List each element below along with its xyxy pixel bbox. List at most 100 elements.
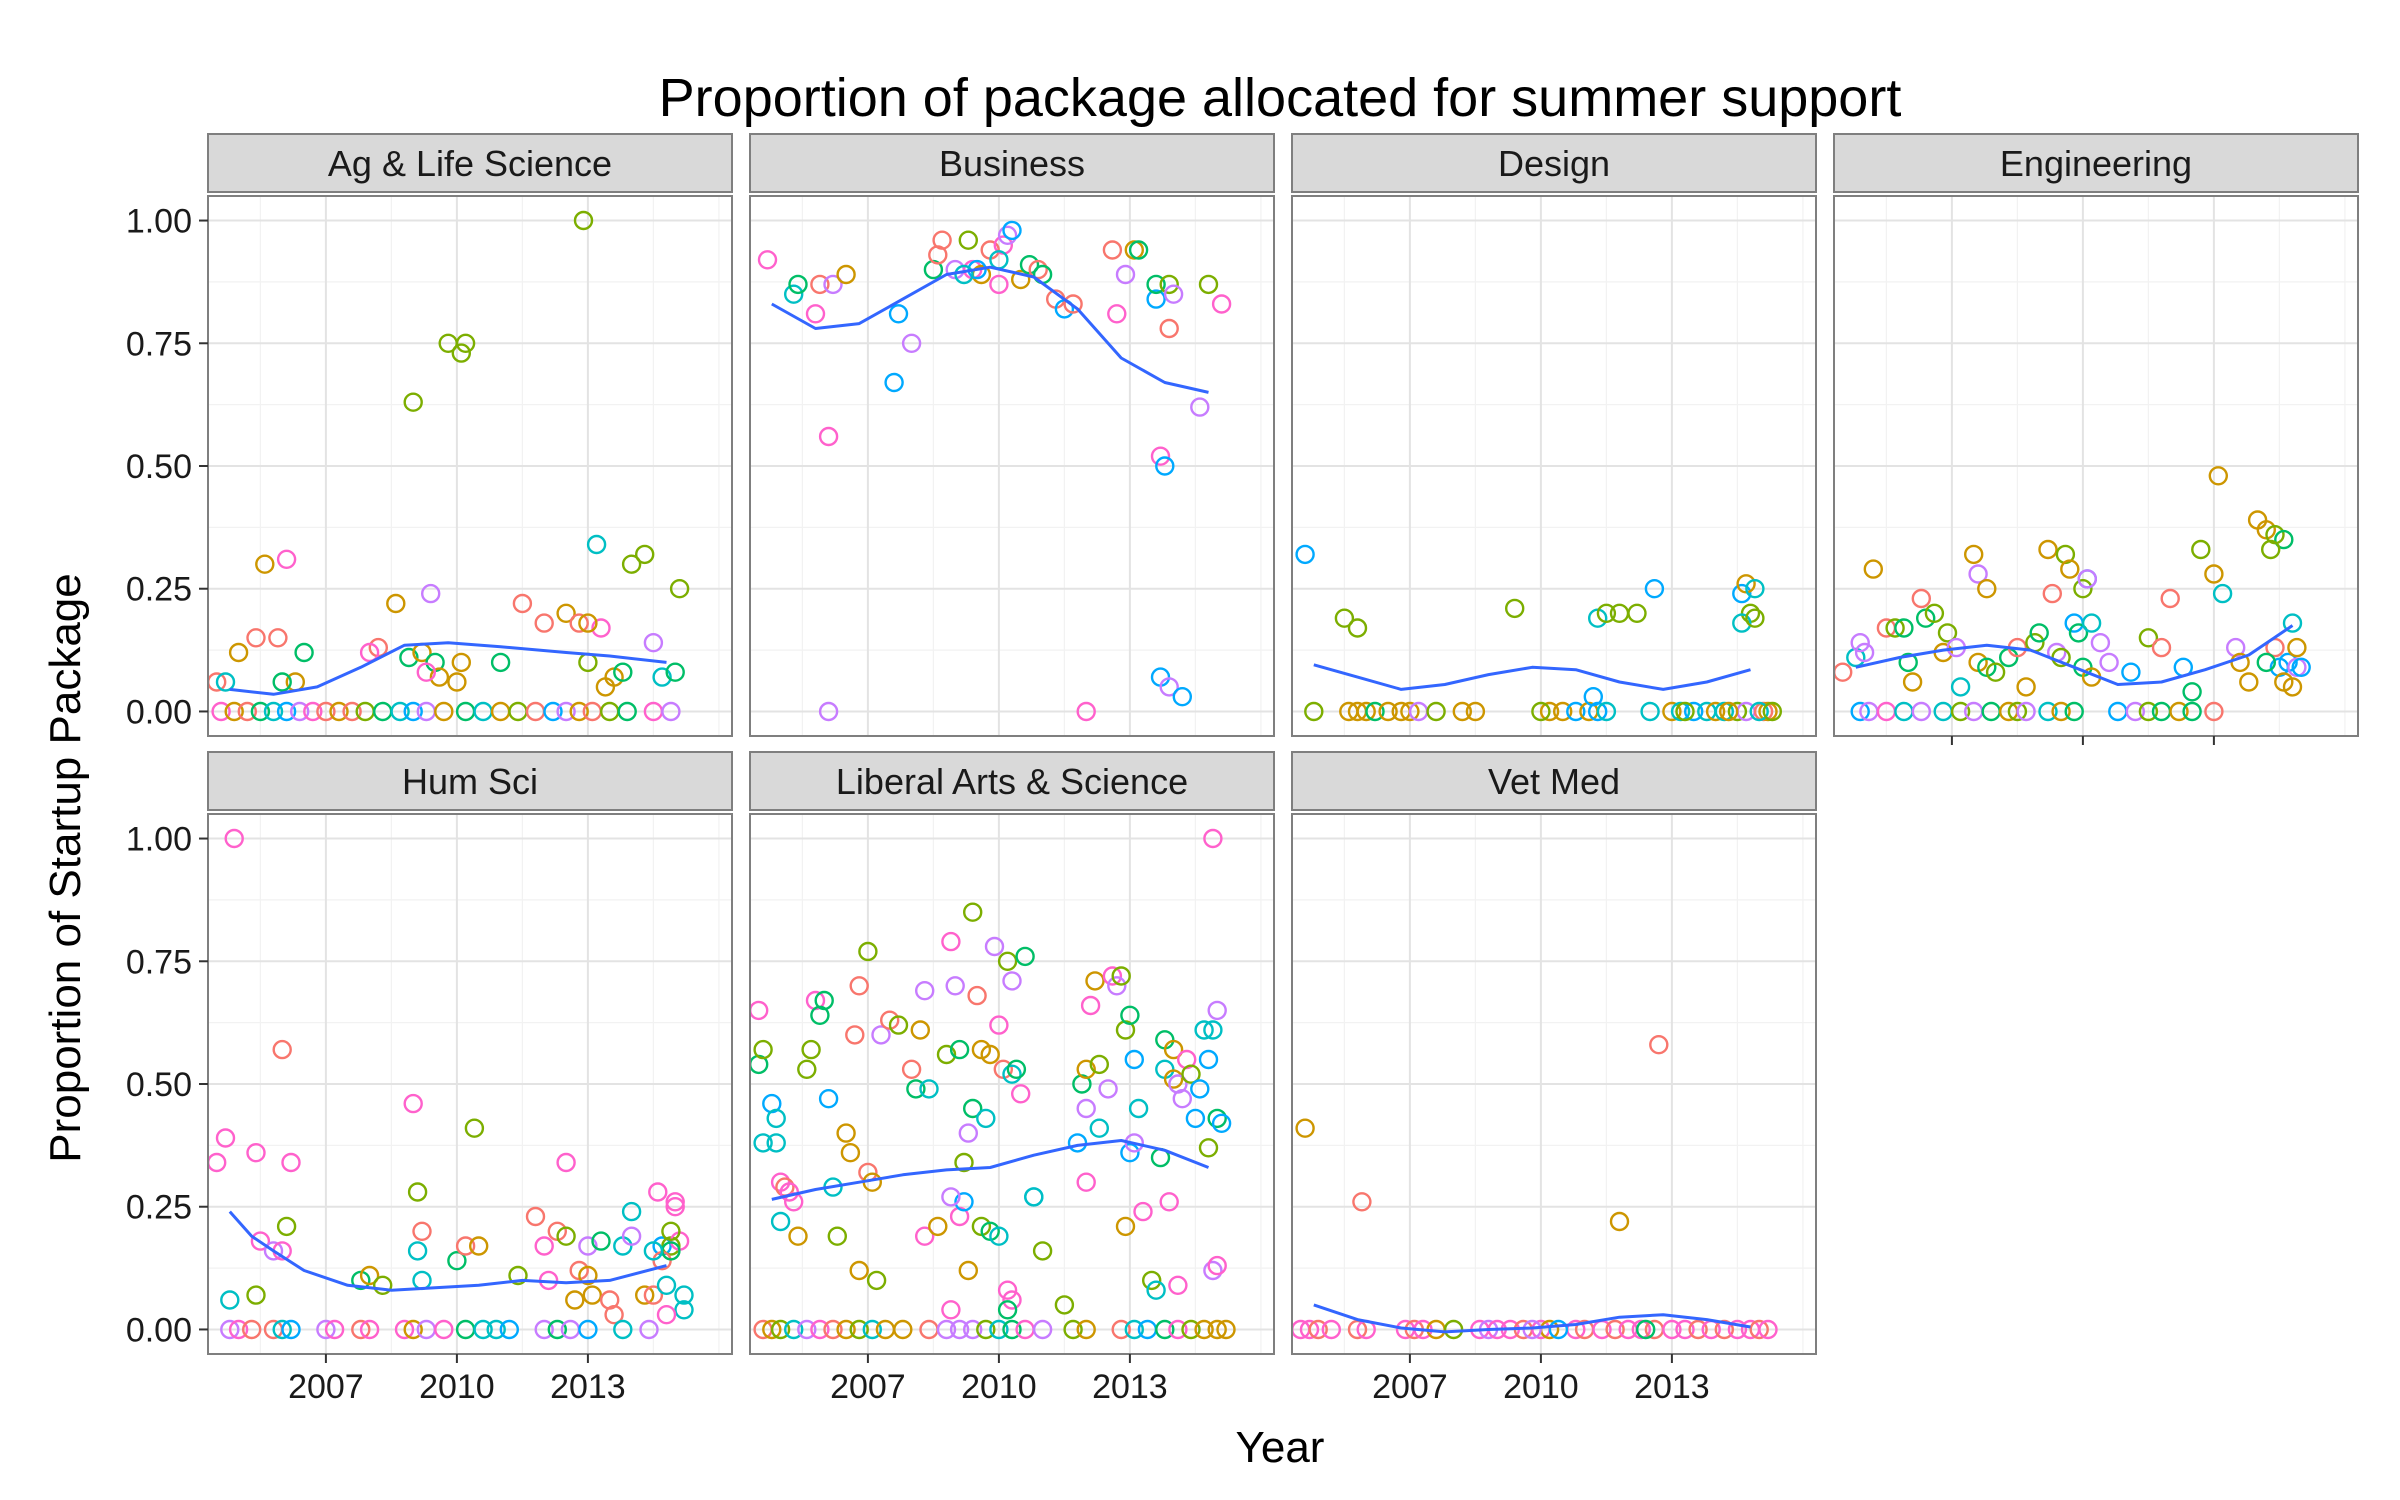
data-point xyxy=(936,1044,957,1065)
data-point xyxy=(241,1319,262,1340)
data-point xyxy=(1089,1054,1110,1075)
data-point xyxy=(276,1216,297,1237)
gridlines xyxy=(1292,814,1816,1354)
data-point xyxy=(1120,1005,1140,1025)
data-point xyxy=(1076,1319,1096,1340)
trend-line xyxy=(229,641,667,696)
data-point xyxy=(1732,583,1752,604)
data-point xyxy=(674,1300,694,1320)
data-point xyxy=(2291,657,2311,677)
data-point xyxy=(1133,1201,1153,1222)
chart-title: Proportion of package allocated for summ… xyxy=(659,68,1902,128)
data-point xyxy=(1968,564,1988,584)
data-point xyxy=(255,554,275,574)
data-point xyxy=(1683,701,1704,722)
data-point xyxy=(556,701,576,722)
data-point xyxy=(1111,966,1131,986)
data-point xyxy=(268,628,288,648)
data-point xyxy=(1168,1319,1188,1340)
panel-border xyxy=(1833,195,2359,737)
data-point xyxy=(237,701,258,722)
data-point xyxy=(784,1319,804,1340)
data-point xyxy=(1902,672,1923,692)
data-point xyxy=(1304,701,1324,722)
facet-strip-label: Ag & Life Science xyxy=(328,143,612,184)
data-points xyxy=(757,220,1232,722)
data-point xyxy=(845,1025,865,1045)
data-point xyxy=(407,1182,428,1202)
data-point xyxy=(1299,1319,1320,1340)
data-point xyxy=(2212,583,2233,604)
facet-strip xyxy=(749,133,1275,193)
data-point xyxy=(1705,701,1726,722)
data-point xyxy=(1067,1133,1088,1153)
data-point xyxy=(665,1192,685,1212)
data-point xyxy=(2138,628,2159,648)
data-point xyxy=(1098,1079,1118,1099)
data-point xyxy=(1115,1216,1136,1237)
data-point xyxy=(818,1088,839,1109)
data-point xyxy=(766,1108,786,1129)
data-point xyxy=(272,1319,292,1340)
x-tick-label: 2010 xyxy=(1503,1368,1579,1406)
data-point xyxy=(246,1285,266,1305)
data-point xyxy=(866,1270,887,1291)
data-point xyxy=(1032,1241,1053,1261)
data-point xyxy=(2204,564,2224,584)
data-point xyxy=(1203,828,1223,849)
data-point xyxy=(1002,1064,1022,1084)
data-point xyxy=(220,1319,240,1340)
data-point xyxy=(1762,701,1783,722)
data-point xyxy=(359,1319,380,1340)
data-point xyxy=(1194,1020,1214,1040)
data-point xyxy=(276,701,297,722)
data-point xyxy=(246,628,266,648)
data-point xyxy=(884,372,904,393)
data-points xyxy=(1295,544,1783,722)
data-point xyxy=(665,662,685,682)
data-point xyxy=(1080,995,1101,1016)
data-point xyxy=(1107,976,1127,996)
data-point xyxy=(486,1319,506,1340)
data-point xyxy=(2169,701,2189,722)
data-point xyxy=(1352,1192,1372,1212)
data-point xyxy=(569,613,589,633)
data-point xyxy=(2060,559,2080,579)
data-point xyxy=(1006,1059,1027,1080)
data-point xyxy=(1718,701,1739,722)
data-point xyxy=(455,1236,476,1256)
data-point xyxy=(2068,623,2089,643)
data-point xyxy=(578,613,598,633)
data-point xyxy=(1548,1319,1569,1340)
data-point xyxy=(386,593,406,614)
data-point xyxy=(2282,677,2303,697)
data-point xyxy=(613,662,633,682)
data-point xyxy=(1552,701,1573,722)
data-point xyxy=(429,667,450,687)
data-point xyxy=(1758,1319,1778,1340)
data-point xyxy=(359,642,380,663)
facet-strip-label: Hum Sci xyxy=(402,761,538,802)
x-tick-label: 2007 xyxy=(1372,1368,1448,1406)
gridlines xyxy=(208,814,732,1354)
data-point xyxy=(989,1015,1009,1035)
y-tick-label: 0.75 xyxy=(126,325,192,363)
data-point xyxy=(997,1300,1018,1320)
data-point xyxy=(2038,539,2058,560)
data-point xyxy=(1688,1319,1708,1340)
data-point xyxy=(469,1236,489,1256)
data-point xyxy=(621,1226,642,1246)
y-tick-label: 0.50 xyxy=(126,448,192,486)
data-point xyxy=(534,1236,554,1256)
data-point xyxy=(1609,1211,1630,1232)
data-point xyxy=(556,1226,576,1246)
x-tick-label: 2007 xyxy=(830,1368,906,1406)
trend-line xyxy=(1313,1303,1751,1334)
data-point xyxy=(407,1241,428,1261)
data-point xyxy=(945,976,965,996)
data-point xyxy=(1076,1059,1096,1080)
data-point xyxy=(753,1039,773,1060)
x-tick-label: 2013 xyxy=(1092,1368,1168,1406)
data-point xyxy=(1181,1064,1201,1084)
data-point xyxy=(1662,701,1682,722)
